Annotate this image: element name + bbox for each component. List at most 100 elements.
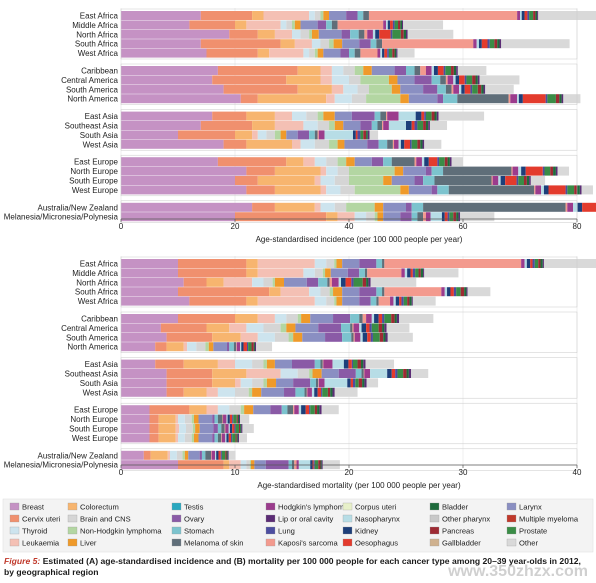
bar-segment-bladder xyxy=(553,166,556,176)
bar-segment-lung xyxy=(443,66,446,75)
bar-segment-non-hodgkin-lymphoma xyxy=(263,378,267,388)
legend-swatch xyxy=(506,538,517,547)
bar-segment-leukaemia xyxy=(175,414,178,424)
bar-segment-brain-and-cns xyxy=(334,176,349,185)
bar-segment-other xyxy=(485,84,514,94)
bar-segment-brain-and-cns xyxy=(184,433,192,443)
bar-segment-lung xyxy=(395,369,398,378)
legend-label: Gallbladder xyxy=(442,539,481,548)
bar-segment-kaposi-s-sarcoma xyxy=(420,66,426,75)
bar-segment-lung xyxy=(487,39,490,49)
bar-segment-larynx xyxy=(300,20,318,30)
bar-segment-stomach xyxy=(214,414,218,424)
bar-segment-stomach xyxy=(376,259,383,268)
bar-segment-oesophagus xyxy=(355,130,358,140)
bar-segment-thyroid xyxy=(257,130,267,140)
bar-segment-other xyxy=(238,433,247,443)
bar-segment-kaposi-s-sarcoma xyxy=(534,185,536,195)
bar-segment-thyroid xyxy=(326,185,341,195)
bar-segment-cervix-uteri xyxy=(178,268,247,278)
bar-segment-colorectum xyxy=(158,414,176,424)
bar-segment-larynx xyxy=(342,259,360,268)
bar-segment-hodgkin-s-lymphoma xyxy=(223,414,227,424)
bar-segment-stomach xyxy=(350,314,360,323)
bar-segment-oesophagus xyxy=(522,94,546,104)
bar-segment-brain-and-cns xyxy=(314,268,323,278)
bar-segment-kidney xyxy=(341,277,346,287)
bar-segment-ovary xyxy=(270,405,282,415)
bar-segment-kidney xyxy=(387,20,391,30)
bar-segment-prostate xyxy=(371,323,379,333)
bar-segment-cervix-uteri xyxy=(189,296,247,306)
bar-segment-liver xyxy=(333,39,343,49)
bar-segment-prostate xyxy=(403,296,408,306)
bar-segment-brain-and-cns xyxy=(286,314,298,323)
bar-segment-nasopharynx xyxy=(459,84,462,94)
bar-segment-non-hodgkin-lymphoma xyxy=(309,369,313,378)
bar-segment-breast xyxy=(121,212,235,222)
legend-label: Testis xyxy=(184,503,204,512)
bar-segment-nasopharynx xyxy=(431,66,434,75)
bar-segment-oesophagus xyxy=(481,39,488,49)
bar-segment-kaposi-s-sarcoma xyxy=(211,450,212,460)
bar-segment-liver xyxy=(311,29,319,39)
bar-segment-thyroid xyxy=(314,296,327,306)
bar-segment-liver xyxy=(323,11,330,20)
region-label: North America xyxy=(67,95,118,104)
bar-segment-larynx xyxy=(302,332,326,342)
bar-segment-liver xyxy=(333,287,343,297)
bar-segment-breast xyxy=(121,11,201,20)
bar-segment-non-hodgkin-lymphoma xyxy=(297,314,302,323)
bar-segment-leukaemia xyxy=(280,287,310,297)
bar-segment-kaposi-s-sarcoma xyxy=(322,359,324,369)
bar-segment-non-hodgkin-lymphoma xyxy=(334,296,337,306)
bar-segment-other xyxy=(543,259,596,268)
bar-segment-stomach xyxy=(370,296,377,306)
bar-segment-larynx xyxy=(318,29,342,39)
bar-segment-pancreas xyxy=(238,424,241,433)
bar-segment-lung xyxy=(232,414,234,424)
bar-segment-nasopharynx xyxy=(225,433,227,443)
bar-segment-bladder xyxy=(366,277,369,287)
bar-segment-prostate xyxy=(529,11,534,20)
region-label: North America xyxy=(67,343,118,352)
legend-swatch xyxy=(342,502,353,511)
bar-segment-melanoma-of-skin xyxy=(233,342,237,352)
bar-segment-other xyxy=(557,166,570,176)
bar-segment-colorectum xyxy=(166,342,184,352)
bar-segment-cervix-uteri xyxy=(178,259,247,268)
legend-label: Kidney xyxy=(355,527,378,536)
bar-segment-kaposi-s-sarcoma xyxy=(451,84,454,94)
bar-segment-thyroid xyxy=(178,414,185,424)
bar-segment-leukaemia xyxy=(206,405,218,415)
legend-label: Other pharynx xyxy=(442,515,490,524)
bar-segment-lung xyxy=(369,323,372,333)
bar-segment-prostate xyxy=(248,342,252,352)
bar-segment-kidney xyxy=(424,157,429,167)
bar-segment-prostate xyxy=(547,94,556,104)
bar-segment-oesophagus xyxy=(379,29,391,39)
bar-segment-stomach xyxy=(281,405,288,415)
bar-segment-bladder xyxy=(237,414,239,424)
bar-segment-lip-or-oral-cavity xyxy=(364,378,367,388)
bar-segment-hodgkin-s-lymphoma xyxy=(221,433,226,443)
bar-segment-nasopharynx xyxy=(573,202,578,212)
region-label: Middle Africa xyxy=(72,269,118,278)
bar-segment-ovary xyxy=(212,433,215,443)
bar-segment-liver xyxy=(252,387,262,397)
bar-segment-melanoma-of-skin xyxy=(320,359,323,369)
bar-segment-kaposi-s-sarcoma xyxy=(224,424,226,433)
bar-segment-colorectum xyxy=(274,185,321,195)
bar-segment-stomach xyxy=(217,424,222,433)
bar-segment-ovary xyxy=(297,130,310,140)
bar-segment-kidney xyxy=(521,11,525,20)
bar-segment-colorectum xyxy=(257,94,327,104)
group-frame xyxy=(120,8,578,60)
bar-segment-melanoma-of-skin xyxy=(327,277,330,287)
bar-segment-stomach xyxy=(406,66,415,75)
x-axis-label: Age-standardised mortality (per 100 000 … xyxy=(257,481,461,490)
bar-segment-breast xyxy=(121,323,161,333)
bar-segment-hodgkin-s-lymphoma xyxy=(377,48,381,58)
bar-segment-stomach xyxy=(295,387,305,397)
bar-segment-stomach xyxy=(326,20,332,30)
